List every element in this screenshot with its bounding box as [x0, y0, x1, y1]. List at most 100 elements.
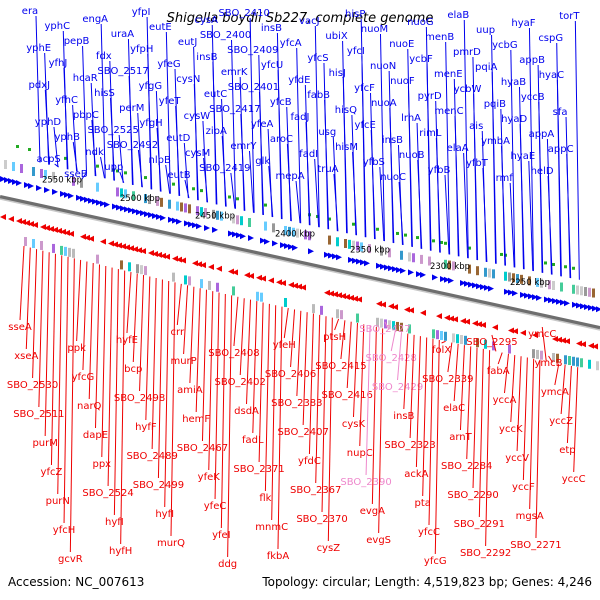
gene-label[interactable]: eutJ [178, 37, 197, 48]
gene-label[interactable]: emrK [221, 67, 248, 78]
gene-label[interactable]: hyaD [501, 114, 527, 125]
gene-label[interactable]: SBO_2489 [126, 451, 177, 462]
gene-label[interactable]: yccC [562, 474, 586, 485]
gene-label[interactable]: yfcA [280, 38, 302, 49]
gene-label[interactable]: narQ [77, 401, 102, 412]
gene-label[interactable]: appA [529, 129, 555, 140]
gene-label[interactable]: yccZ [549, 416, 573, 427]
gene-label[interactable]: mgsA [516, 511, 544, 522]
gene-label[interactable]: flk [259, 493, 271, 504]
gene-label[interactable]: amiA [177, 385, 203, 396]
gene-label[interactable]: menC [434, 106, 463, 117]
gene-label[interactable]: hisS [94, 88, 115, 99]
gene-label[interactable]: SBO_2371 [233, 464, 284, 475]
gene-label[interactable]: yfcU [261, 60, 283, 71]
gene-label[interactable]: nlpB [149, 155, 171, 166]
gene-label[interactable]: yfcG [72, 372, 95, 383]
gene-label[interactable]: yphC [44, 21, 70, 32]
gene-label[interactable]: rimL [419, 128, 442, 139]
gene-label[interactable]: nuoA [371, 98, 397, 109]
gene-label[interactable]: eutB [167, 170, 190, 181]
gene-label[interactable]: murQ [157, 538, 185, 549]
gene-label[interactable]: fdx [96, 51, 112, 62]
gene-label[interactable]: nuoB [399, 150, 425, 161]
gene-label[interactable]: yfbS [363, 157, 385, 168]
gene-label[interactable]: hyfE [116, 335, 138, 346]
gene-label[interactable]: cysM [185, 148, 210, 159]
gene-label[interactable]: yfbT [466, 158, 489, 169]
gene-label[interactable]: purN [46, 496, 70, 507]
gene-label[interactable]: nuoC [380, 172, 406, 183]
gene-label[interactable]: SBO_2410 [218, 8, 269, 19]
gene-label[interactable]: mepA [275, 171, 304, 182]
gene-label[interactable]: cysA [195, 15, 219, 26]
gene-label[interactable]: hyaE [510, 151, 535, 162]
gene-label[interactable]: perM [119, 103, 144, 114]
gene-label[interactable]: pbpC [73, 110, 99, 121]
gene-label[interactable]: elaB [447, 10, 469, 21]
gene-label[interactable]: cysW [184, 111, 211, 122]
gene-label[interactable]: fabB [307, 90, 330, 101]
gene-label[interactable]: SBO_2517 [97, 66, 148, 77]
gene-label[interactable]: yccV [505, 453, 529, 464]
gene-label[interactable]: pyrD [418, 91, 442, 102]
gene-label[interactable]: fadL [242, 435, 264, 446]
gene-label[interactable]: yfcC [418, 527, 440, 538]
gene-label[interactable]: SBO_2383 [271, 398, 322, 409]
gene-label[interactable]: pepB [64, 36, 90, 47]
gene-label[interactable]: yfcE [355, 120, 376, 131]
gene-label[interactable]: yfeA [251, 119, 274, 130]
gene-label[interactable]: pmrD [453, 47, 481, 58]
gene-label[interactable]: SBO_2291 [454, 519, 505, 530]
gene-label[interactable]: SBO_2409 [227, 45, 278, 56]
gene-label[interactable]: SBO_2292 [460, 548, 511, 559]
gene-label[interactable]: eutD [166, 133, 190, 144]
gene-label[interactable]: ais [469, 121, 483, 132]
gene-label[interactable]: yphE [26, 43, 51, 54]
gene-label[interactable]: ppx [92, 459, 111, 470]
gene-label[interactable]: yfcS [307, 53, 328, 64]
gene-label[interactable]: murP [170, 356, 196, 367]
gene-label[interactable]: arnT [449, 432, 472, 443]
gene-label[interactable]: SBO_2492 [107, 140, 158, 151]
gene-label[interactable]: usg [318, 127, 336, 138]
gene-label[interactable]: SBO_2339 [422, 374, 473, 385]
gene-label[interactable]: SBO_2323 [384, 440, 435, 451]
gene-label[interactable]: fadI [299, 149, 318, 160]
gene-label[interactable]: hisP [345, 9, 365, 20]
gene-label[interactable]: insB [382, 135, 403, 146]
gene-label[interactable]: yfgH [139, 118, 162, 129]
gene-label[interactable]: hyaB [501, 77, 526, 88]
gene-label[interactable]: SBO_2417 [209, 104, 260, 115]
gene-label[interactable]: SBO_2498 [114, 393, 165, 404]
gene-label[interactable]: evgA [360, 506, 385, 517]
gene-label[interactable]: nupC [347, 448, 373, 459]
gene-label[interactable]: yfeK [198, 472, 221, 483]
gene-label[interactable]: sseB [64, 169, 88, 180]
gene-label[interactable]: cysZ [317, 543, 341, 554]
gene-label[interactable]: ppk [67, 343, 86, 354]
gene-label[interactable]: glk [255, 156, 270, 167]
gene-label[interactable]: ycbG [492, 40, 518, 51]
gene-label[interactable]: SBO_2407 [277, 427, 328, 438]
gene-label[interactable]: appB [519, 55, 545, 66]
gene-label[interactable]: zipA [206, 126, 227, 137]
gene-label[interactable]: nuoG [407, 17, 434, 28]
gene-label[interactable]: yfeH [273, 340, 296, 351]
gene-label[interactable]: purM [32, 438, 57, 449]
gene-label[interactable]: insB [393, 411, 414, 422]
gene-label[interactable]: SBO_2290 [447, 490, 498, 501]
gene-label[interactable]: yfcI [347, 46, 365, 57]
gene-label[interactable]: yfpI [132, 7, 151, 18]
gene-label[interactable]: hcaR [73, 73, 98, 84]
gene-label[interactable]: etp [559, 445, 575, 456]
gene-label[interactable]: acpS [36, 154, 60, 165]
gene-label[interactable]: bcp [124, 364, 142, 375]
gene-label[interactable]: pdxJ [29, 80, 51, 91]
gene-label[interactable]: cysK [342, 419, 366, 430]
gene-label[interactable]: nuoN [370, 61, 396, 72]
gene-label[interactable]: yfgG [139, 81, 163, 92]
gene-label[interactable]: SBO_2429 [372, 382, 423, 393]
gene-label[interactable]: helD [531, 166, 554, 177]
gene-label[interactable]: ycbF [409, 54, 433, 65]
